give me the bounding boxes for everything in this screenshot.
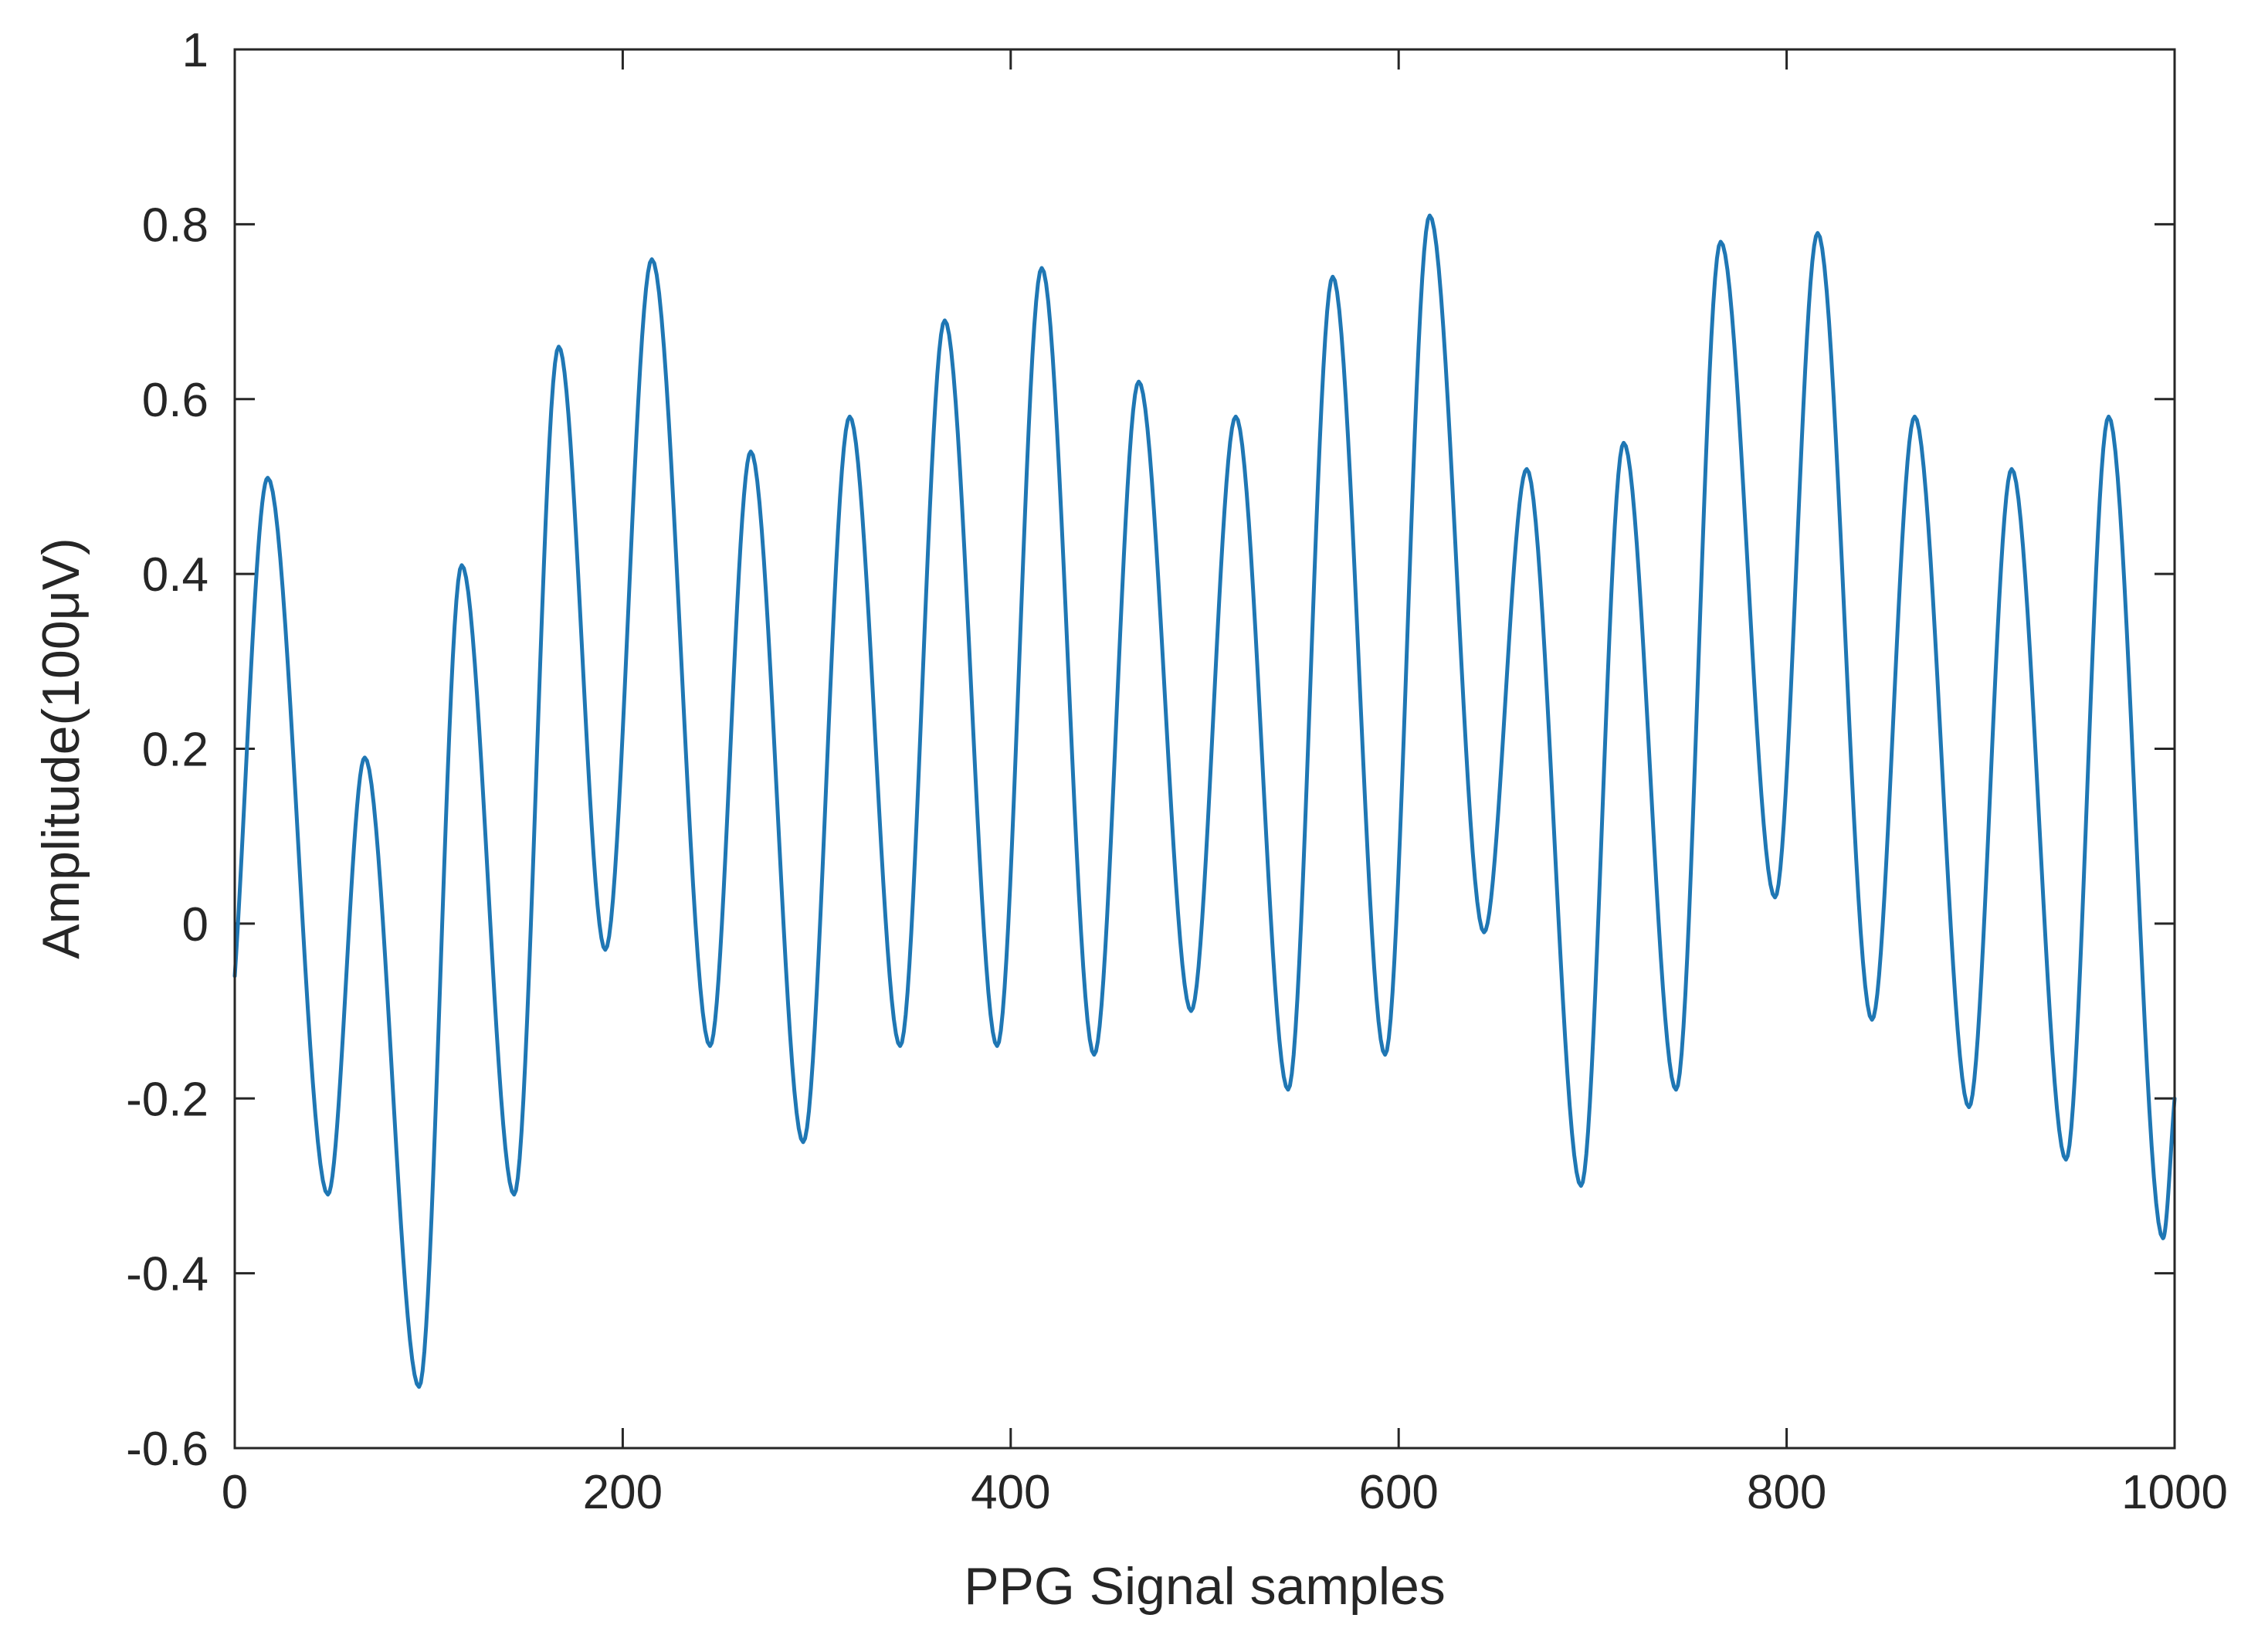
x-tick-label: 400 <box>971 1466 1050 1519</box>
plot-background <box>235 49 2175 1448</box>
y-tick-label: 0.2 <box>142 724 209 777</box>
plot-frame <box>233 48 2176 1450</box>
y-axis-title: Amplitude(100μV) <box>32 538 90 959</box>
y-tick-label: 0.4 <box>142 548 209 602</box>
y-tick-label: 1 <box>182 24 209 77</box>
x-tick-label: 800 <box>1747 1466 1826 1519</box>
plot-area <box>232 213 2177 1389</box>
x-tick-label: 200 <box>583 1466 663 1519</box>
x-tick-label: 600 <box>1358 1466 1438 1519</box>
y-tick-label: 0.6 <box>142 374 209 427</box>
y-tick-label: 0 <box>182 898 209 952</box>
y-tick-label: -0.4 <box>126 1248 209 1301</box>
x-axis-title: PPG Signal samples <box>964 1557 1446 1616</box>
y-tick-label: -0.2 <box>126 1073 209 1126</box>
y-tick-label: -0.6 <box>126 1423 209 1476</box>
tick-labels: 0 200 400 600 800 1000 -0.6 -0.4 -0.2 0 0.2 0.4 0.6 0… <box>126 24 2228 1519</box>
ppg-signal-line <box>232 213 2177 1389</box>
y-tick-label: 0.8 <box>142 198 209 252</box>
x-tick-label: 0 <box>222 1466 248 1519</box>
x-tick-label: 1000 <box>2121 1466 2228 1519</box>
